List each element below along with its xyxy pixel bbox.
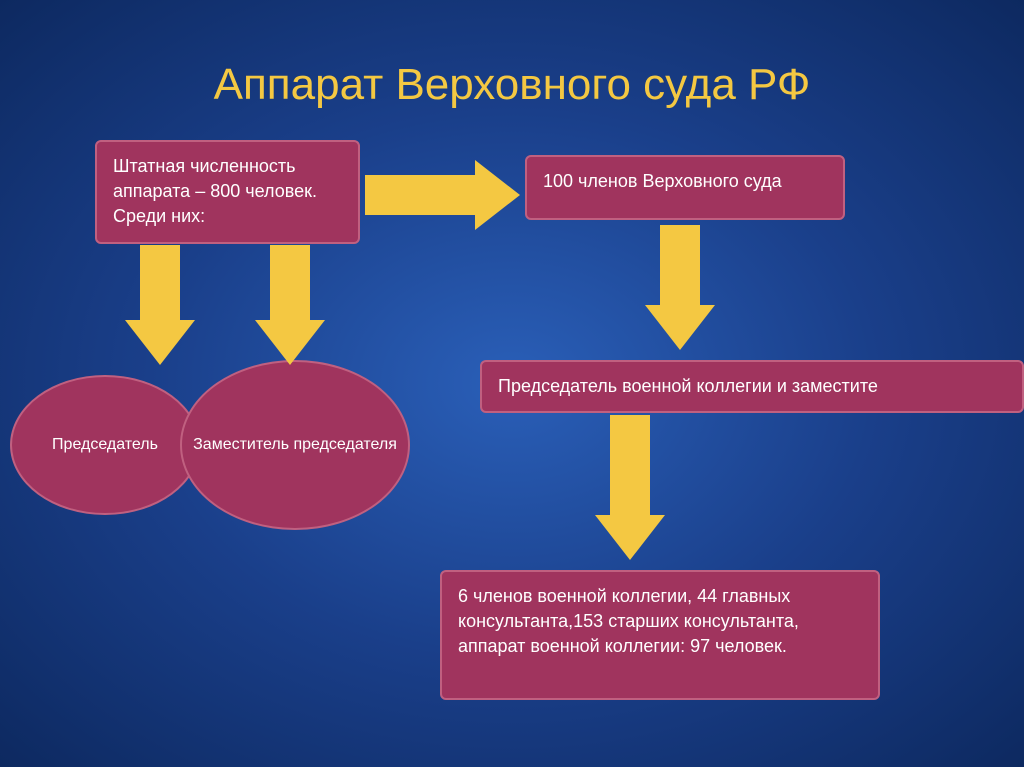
page-title: Аппарат Верховного суда РФ	[0, 0, 1024, 110]
circle-chairman: Председатель	[10, 375, 200, 515]
box-members: 100 членов Верховного суда	[525, 155, 845, 220]
box-military-chairman: Председатель военной коллегии и заместит…	[480, 360, 1024, 413]
circle-deputy-chairman: Заместитель председателя	[180, 360, 410, 530]
box-staff-count: Штатная численность аппарата – 800 челов…	[95, 140, 360, 244]
box-bottom-details: 6 членов военной коллегии, 44 главных ко…	[440, 570, 880, 700]
